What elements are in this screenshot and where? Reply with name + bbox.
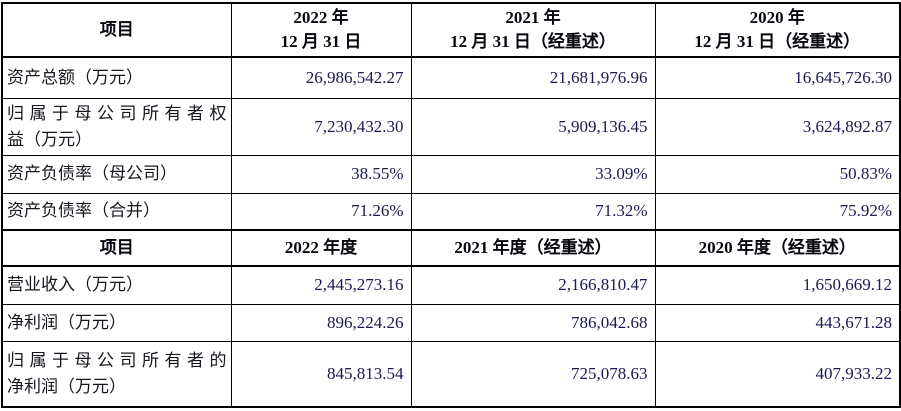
section2-header-2022: 2022 年度 — [230, 229, 412, 267]
row-label: 资产负债率（合并） — [1, 192, 232, 231]
value-2020: 443,671.28 — [654, 303, 901, 342]
table-row-parent-equity: 归属于母公司所有者权 益（万元） 7,230,432.30 5,909,136.… — [1, 97, 901, 156]
value-2020: 3,624,892.87 — [654, 97, 901, 156]
value-2022: 38.55% — [230, 154, 412, 194]
value-2020: 1,650,669.12 — [654, 265, 901, 305]
row-label: 资产负债率（母公司） — [1, 154, 232, 194]
value-2022: 845,813.54 — [230, 340, 412, 408]
section1-header-2022: 2022 年 12 月 31 日 — [230, 2, 412, 58]
value-2021: 5,909,136.45 — [410, 97, 656, 156]
section1-header-2021: 2021 年 12 月 31 日（经重述） — [410, 2, 656, 58]
value-2022: 26,986,542.27 — [230, 56, 412, 99]
section1-header-row: 项目 2022 年 12 月 31 日 2021 年 12 月 31 日（经重述… — [1, 2, 901, 58]
table-row-revenue: 营业收入（万元） 2,445,273.16 2,166,810.47 1,650… — [1, 265, 901, 305]
section2-header-item: 项目 — [1, 229, 232, 267]
row-label: 归属于母公司所有者权 益（万元） — [1, 97, 232, 156]
table-row-parent-net-profit: 归属于母公司所有者的 净利润（万元） 845,813.54 725,078.63… — [1, 340, 901, 408]
value-2021: 725,078.63 — [410, 340, 656, 408]
table-row-total-assets: 资产总额（万元） 26,986,542.27 21,681,976.96 16,… — [1, 56, 901, 99]
section1-header-item: 项目 — [1, 2, 232, 58]
value-2022: 896,224.26 — [230, 303, 412, 342]
row-label: 资产总额（万元） — [1, 56, 232, 99]
header-item-label: 项目 — [99, 20, 134, 39]
value-2021: 2,166,810.47 — [410, 265, 656, 305]
section2-header-2020: 2020 年度（经重述） — [654, 229, 901, 267]
section2-header-2021: 2021 年度（经重述） — [410, 229, 656, 267]
value-2020: 407,933.22 — [654, 340, 901, 408]
value-2021: 33.09% — [410, 154, 656, 194]
row-label: 净利润（万元） — [1, 303, 232, 342]
value-2020: 50.83% — [654, 154, 901, 194]
value-2022: 7,230,432.30 — [230, 97, 412, 156]
table-row-debt-ratio-parent: 资产负债率（母公司） 38.55% 33.09% 50.83% — [1, 154, 901, 194]
section2-header-row: 项目 2022 年度 2021 年度（经重述） 2020 年度（经重述） — [1, 229, 901, 267]
section1-header-2020: 2020 年 12 月 31 日（经重述） — [654, 2, 901, 58]
value-2021: 786,042.68 — [410, 303, 656, 342]
value-2020: 16,645,726.30 — [654, 56, 901, 99]
row-label: 归属于母公司所有者的 净利润（万元） — [1, 340, 232, 408]
value-2022: 2,445,273.16 — [230, 265, 412, 305]
value-2021: 21,681,976.96 — [410, 56, 656, 99]
table-row-debt-ratio-consolidated: 资产负债率（合并） 71.26% 71.32% 75.92% — [1, 192, 901, 231]
table-row-net-profit: 净利润（万元） 896,224.26 786,042.68 443,671.28 — [1, 303, 901, 342]
value-2021: 71.32% — [410, 192, 656, 231]
value-2020: 75.92% — [654, 192, 901, 231]
value-2022: 71.26% — [230, 192, 412, 231]
row-label: 营业收入（万元） — [1, 265, 232, 305]
